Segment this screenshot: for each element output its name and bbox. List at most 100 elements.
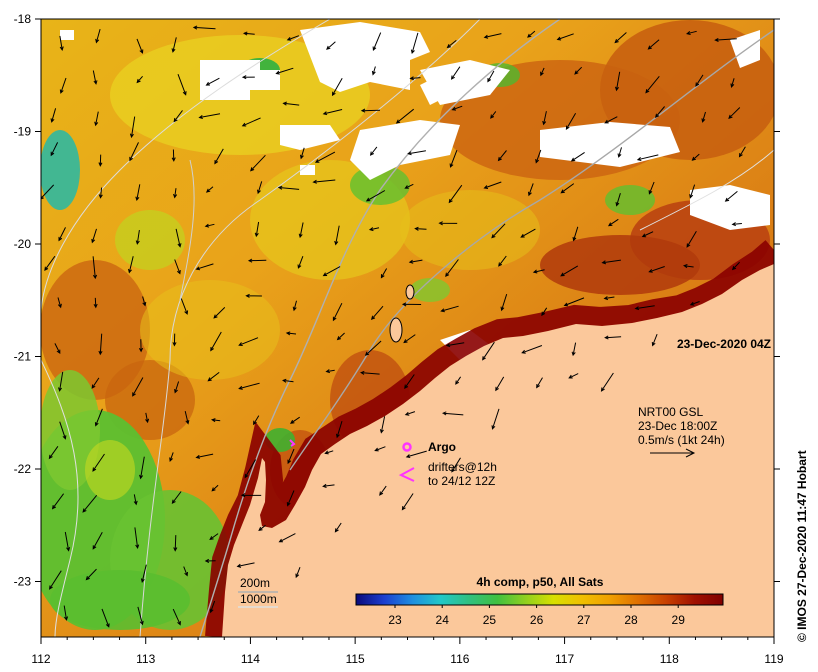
island xyxy=(405,284,415,300)
current-arrow xyxy=(615,71,621,92)
current-arrow xyxy=(250,154,266,172)
current-arrow xyxy=(207,372,220,382)
current-arrow xyxy=(54,343,61,355)
x-tick-label: 113 xyxy=(136,652,155,666)
current-arrow xyxy=(324,450,334,455)
drifter-label-line1: drifters@12h xyxy=(428,460,497,474)
current-arrow xyxy=(401,493,414,511)
x-tick-label: 115 xyxy=(346,652,365,666)
current-arrow xyxy=(295,567,301,579)
current-arrow xyxy=(603,296,615,301)
current-arrow xyxy=(169,452,174,462)
current-arrow xyxy=(574,66,583,75)
current-arrow xyxy=(404,374,415,389)
colorbar-tick-label: 23 xyxy=(388,613,402,627)
argo-label: Argo xyxy=(428,440,456,454)
current-arrow xyxy=(192,25,216,30)
current-arrow xyxy=(651,334,658,347)
current-arrow xyxy=(442,411,464,416)
current-arrow xyxy=(98,187,103,199)
current-arrow xyxy=(241,75,255,80)
x-tick-label: 116 xyxy=(450,652,469,666)
current-arrow xyxy=(57,297,62,309)
current-arrow xyxy=(647,39,660,50)
current-arrow xyxy=(451,105,463,111)
current-arrow xyxy=(238,337,259,346)
current-arrow xyxy=(645,75,660,94)
timestamp-label: 23-Dec-2020 04Z xyxy=(677,337,771,351)
current-arrow xyxy=(50,108,57,123)
current-arrow xyxy=(540,67,545,77)
current-arrow xyxy=(487,70,495,83)
current-arrow xyxy=(521,345,543,354)
current-arrow xyxy=(600,372,614,392)
current-arrow xyxy=(91,228,97,244)
current-arrow xyxy=(491,223,506,239)
current-arrow xyxy=(686,231,697,248)
current-arrow xyxy=(58,227,66,242)
colorbar-bar xyxy=(355,593,724,606)
green-patches xyxy=(41,58,655,630)
current-arrow xyxy=(204,223,215,228)
current-arrow xyxy=(542,111,547,126)
current-arrow xyxy=(326,41,336,50)
current-arrow xyxy=(403,334,416,344)
current-arrow xyxy=(565,112,577,131)
current-arrow xyxy=(440,305,459,313)
current-arrow xyxy=(137,606,144,626)
current-arrow xyxy=(195,453,214,459)
drifter-label-line2: to 24/12 12Z xyxy=(428,474,495,488)
current-arrow xyxy=(332,302,343,322)
australia-land xyxy=(222,264,774,637)
current-arrow xyxy=(438,221,458,226)
current-arrow xyxy=(322,109,343,116)
current-arrow xyxy=(175,228,182,248)
current-arrow xyxy=(448,184,463,204)
current-arrow xyxy=(563,297,585,307)
current-arrow xyxy=(129,116,136,139)
current-arrow xyxy=(129,142,139,162)
current-arrow xyxy=(312,179,336,184)
current-arrow xyxy=(138,339,144,353)
current-info-line2: 23-Dec 18:00Z xyxy=(638,419,717,433)
current-arrow xyxy=(210,331,222,352)
current-arrow xyxy=(298,222,304,239)
current-arrow xyxy=(368,227,380,232)
current-arrow xyxy=(445,342,465,348)
current-arrow xyxy=(171,37,177,53)
current-arrow xyxy=(254,221,260,238)
current-arrow xyxy=(738,146,746,158)
current-arrow xyxy=(172,608,181,626)
current-arrow xyxy=(731,261,740,271)
current-arrow xyxy=(50,142,59,157)
y-tick-label: -21 xyxy=(14,350,32,364)
current-arrow xyxy=(614,32,627,44)
current-arrow xyxy=(205,186,214,193)
current-arrow xyxy=(604,116,618,124)
current-arrow xyxy=(491,408,500,430)
x-tick-label: 112 xyxy=(31,652,50,666)
current-arrow xyxy=(204,558,216,563)
current-arrow xyxy=(171,491,182,504)
current-arrow xyxy=(379,485,387,496)
current-arrow xyxy=(497,150,507,162)
current-arrow xyxy=(528,183,534,197)
current-arrow xyxy=(654,106,665,118)
current-arrow xyxy=(404,411,416,416)
current-arrow xyxy=(211,484,219,492)
current-arrow xyxy=(92,256,98,280)
current-arrow xyxy=(730,78,735,88)
current-arrow xyxy=(174,259,181,275)
current-arrow xyxy=(409,76,421,81)
current-arrow xyxy=(140,564,147,583)
current-arrow xyxy=(94,111,99,127)
colorbar-tick-label: 27 xyxy=(577,613,591,627)
current-arrow xyxy=(136,38,144,54)
current-arrow xyxy=(334,225,340,246)
current-arrow xyxy=(689,184,696,199)
depth-legend: 200m 1000m xyxy=(238,576,278,608)
current-arrow xyxy=(607,218,619,227)
current-arrow xyxy=(275,67,294,75)
current-arrow xyxy=(414,226,427,231)
